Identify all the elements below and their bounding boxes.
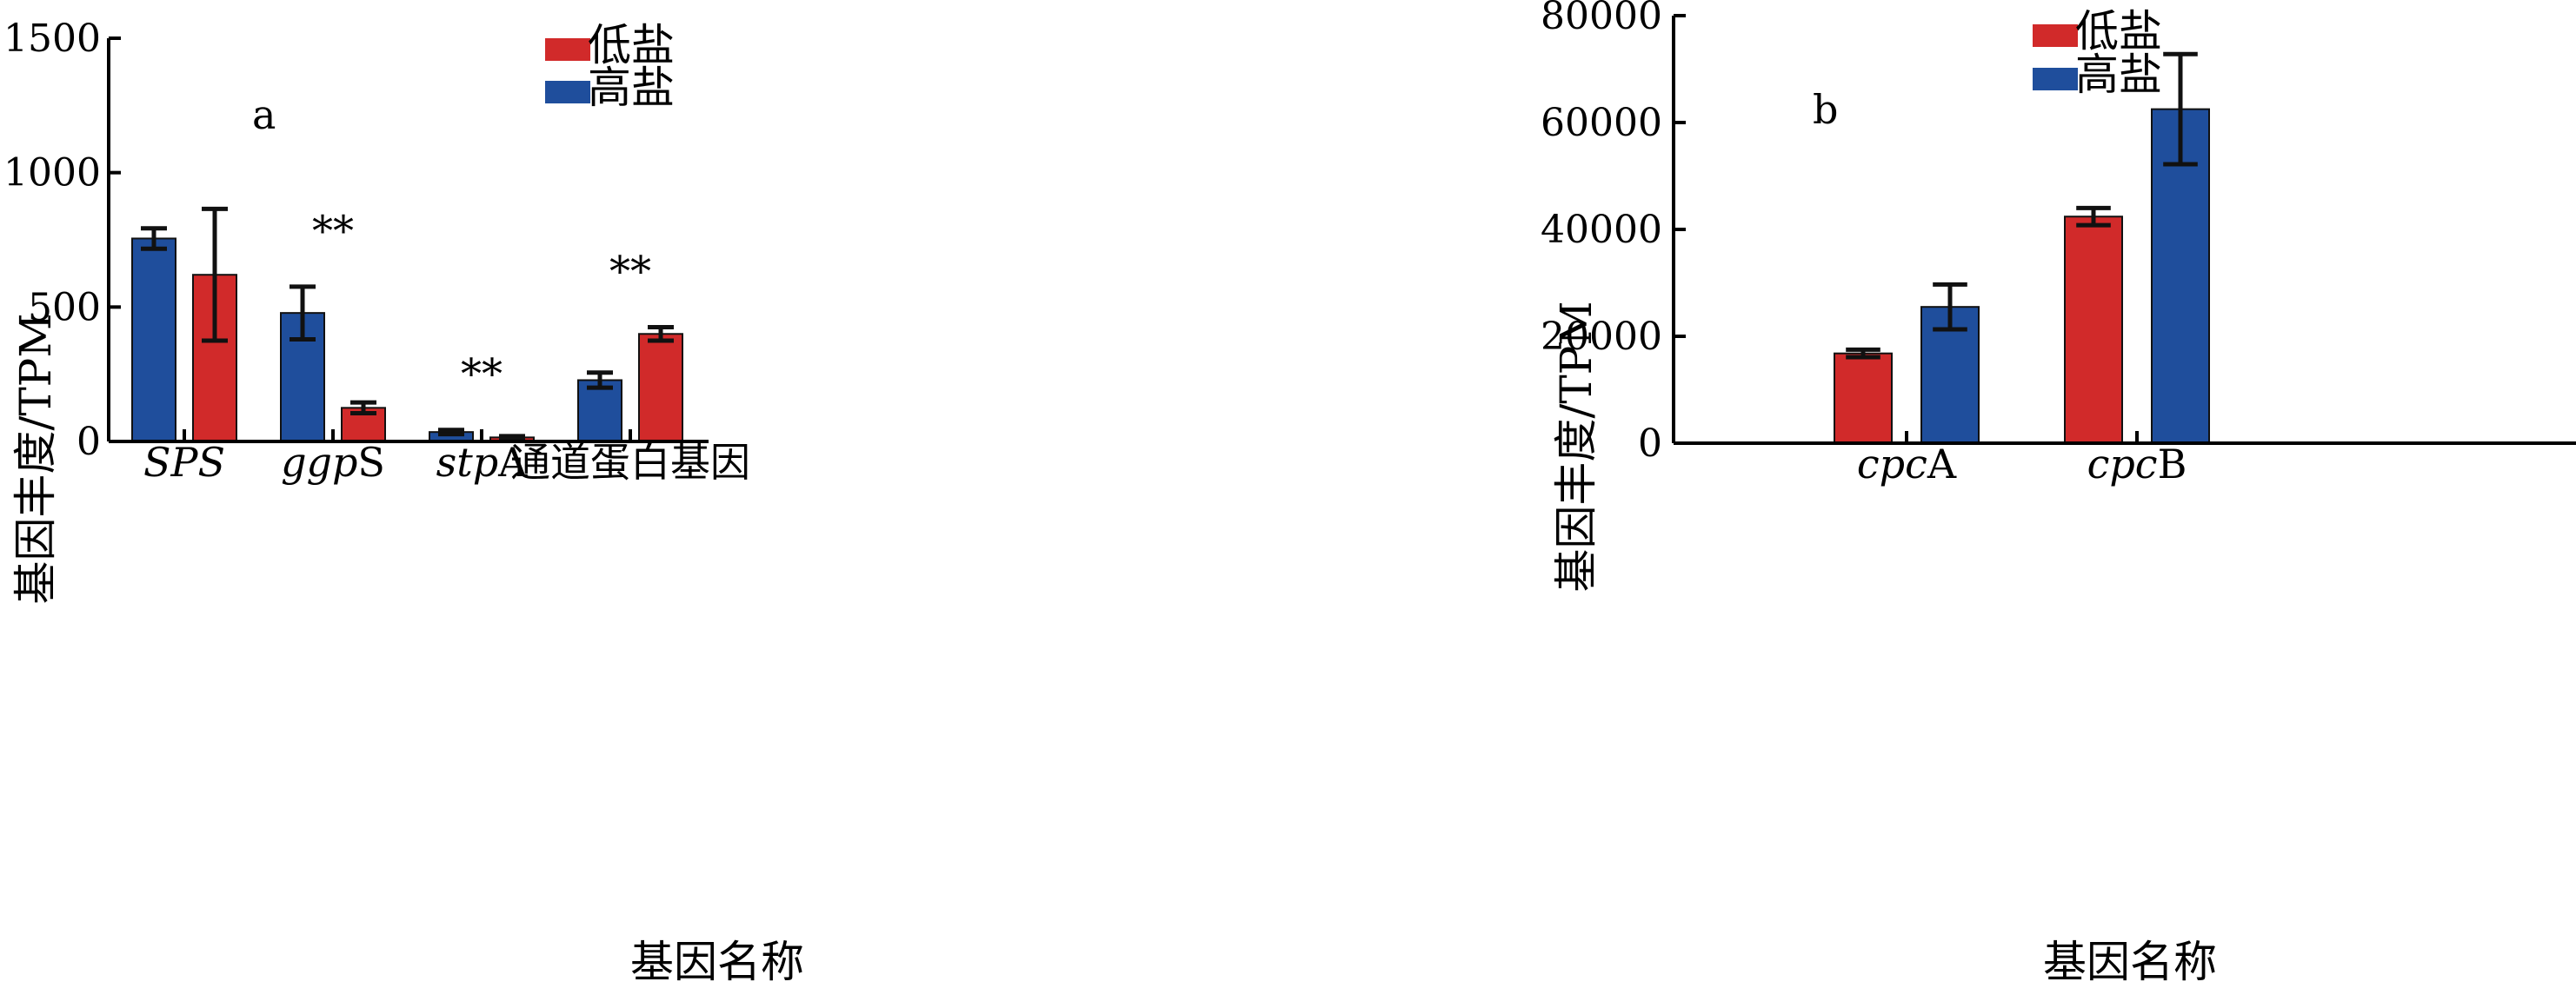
panel-a-label: a bbox=[252, 91, 276, 138]
legend-swatch-a-high_salt bbox=[545, 81, 590, 103]
y-tick-label-b-0: 0 bbox=[1638, 421, 1662, 466]
legend-swatch-b-low_salt bbox=[2033, 24, 2078, 47]
significance-a-3: ** bbox=[609, 248, 651, 296]
x-tick-label-a-1: ggpS bbox=[281, 439, 385, 486]
legend-label-a-high_salt: 高盐 bbox=[588, 63, 675, 113]
x-tick-label-a-0: SPS bbox=[143, 439, 225, 486]
panel-b-chart: b 基因丰度/TPM 基因名称 cpcA cpcB 0 20000 40000 60000… bbox=[1541, 0, 2576, 987]
panel-a-x-axis-title: 基因名称 bbox=[630, 937, 804, 987]
y-tick-label-b-3: 60000 bbox=[1541, 101, 1662, 145]
panel-a-bars: ** ** ** bbox=[131, 207, 683, 443]
bar-a-high_salt-3 bbox=[577, 379, 622, 442]
panel-b-y-axis-title: 基因丰度/TPM bbox=[1551, 301, 1601, 592]
x-tick-label-a-3: 通道蛋白基因 bbox=[510, 439, 750, 486]
legend-swatch-b-high_salt bbox=[2033, 68, 2078, 90]
panel-a-chart: a 基因丰度/TPM 基因名称 ** ** ** SPS ggpS stpA通道蛋白基因… bbox=[3, 17, 804, 987]
y-tick-label-b-4: 80000 bbox=[1541, 0, 1662, 38]
panel-b-bars bbox=[1834, 51, 2210, 445]
panel-b-x-axis-title: 基因名称 bbox=[2043, 937, 2217, 987]
panel-b-axes: cpcA cpcB 0 20000 40000 60000 80000 bbox=[1541, 0, 2576, 488]
legend-label-b-high_salt: 高盐 bbox=[2075, 50, 2162, 100]
panel-a-y-axis-title: 基因丰度/TPM bbox=[10, 313, 61, 604]
legend-label-a-low_salt: 低盐 bbox=[588, 20, 675, 70]
bar-b-low_salt-0 bbox=[1834, 352, 1893, 444]
y-tick-label-a-2: 1000 bbox=[3, 151, 101, 196]
x-tick-label-b-0: cpcA bbox=[1857, 441, 1957, 488]
legend-label-b-low_salt: 低盐 bbox=[2075, 6, 2162, 56]
bar-a-high_salt-0 bbox=[131, 237, 176, 442]
y-tick-label-a-0: 0 bbox=[77, 420, 101, 464]
bar-a-low_salt-3 bbox=[638, 333, 683, 442]
y-tick-label-a-3: 1500 bbox=[3, 17, 101, 61]
x-tick-label-a-2: stpA bbox=[436, 439, 529, 486]
legend-swatch-a-low_salt bbox=[545, 38, 590, 61]
y-tick-label-b-2: 40000 bbox=[1541, 208, 1662, 252]
bar-b-low_salt-1 bbox=[2064, 216, 2123, 445]
significance-a-2: ** bbox=[461, 350, 503, 399]
y-tick-label-a-1: 500 bbox=[28, 285, 101, 329]
significance-a-1: ** bbox=[312, 207, 354, 255]
panel-b-label: b bbox=[1813, 86, 1838, 133]
x-tick-label-b-1: cpcB bbox=[2087, 441, 2187, 488]
y-tick-label-b-1: 20000 bbox=[1541, 315, 1662, 359]
